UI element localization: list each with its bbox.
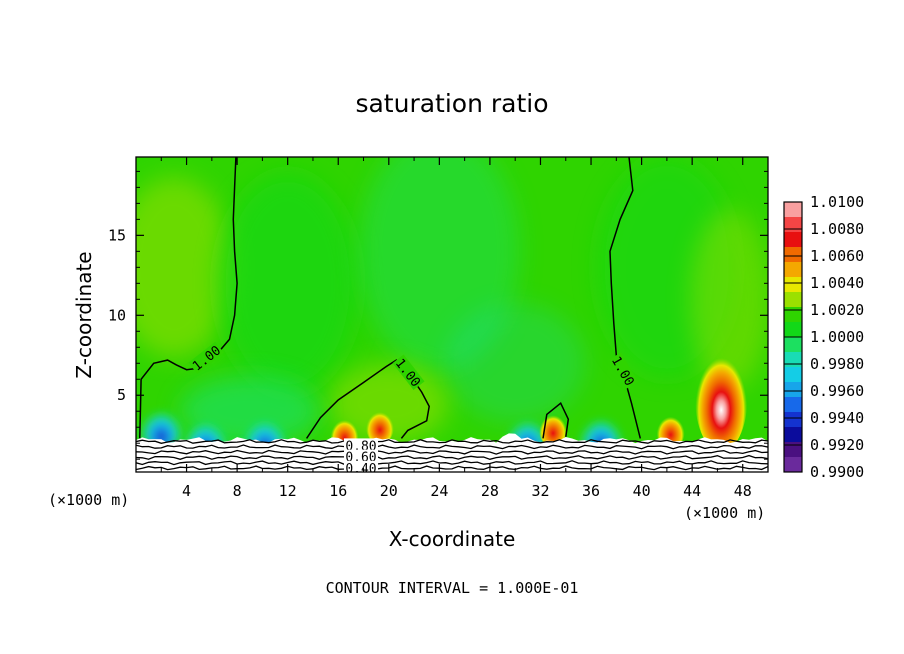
colorbar-swatch [784,232,802,248]
contour-line-100 [542,402,570,439]
colorbar-label: 1.0040 [810,274,864,292]
field-variation [217,173,358,394]
x-tick-label: 16 [329,482,347,500]
x-tick-label: 4 [182,482,191,500]
y-axis-label: Z-coordinate [72,251,96,378]
colorbar-swatch [784,352,802,368]
contour-label: 0.40 [345,462,376,477]
colorbar-label: 1.0020 [810,301,864,319]
colorbar-swatch [784,202,802,218]
contour-label-bg [392,354,425,390]
plot-frame [135,156,769,473]
colorbar-label: 1.0000 [810,328,864,346]
contour-line-low [136,449,768,455]
colorbar-label: 1.0100 [810,193,864,211]
contour-line-low [136,465,768,471]
x-tick-label: 44 [683,482,701,500]
x-tick-label: 48 [734,482,752,500]
colorbar-swatch [784,397,802,413]
colorbar-swatch [784,292,802,308]
field-variation [136,177,234,358]
colorbar-swatch [784,322,802,338]
colorbar-swatch [784,367,802,383]
contour-interval-note: CONTOUR INTERVAL = 1.000E-01 [326,579,579,597]
x-tick-label: 24 [430,482,448,500]
y-tick-label: 10 [108,306,126,324]
contour-label-bg [608,352,639,389]
field-variation [690,209,768,390]
contour-label-bg [343,438,378,453]
colorbar-swatch [784,427,802,443]
x-tick-label: 36 [582,482,600,500]
x-tick-label: 8 [233,482,242,500]
y-tick-label: 15 [108,226,126,244]
colorbar-swatch [784,457,802,473]
colorbar-swatch [784,217,802,233]
contour-line-low [136,460,768,466]
x-tick-label: 20 [380,482,398,500]
colorbar-swatch [784,262,802,278]
x-axis-label: X-coordinate [389,527,516,551]
colorbar-swatch [784,442,802,458]
colorbar-label: 0.9940 [810,409,864,427]
x-unit-right: (×1000 m) [684,504,765,522]
warm-anomaly [695,347,748,452]
colorbar-swatch [784,277,802,293]
plot-area: 1.00 1.00 1.000.800.600.40 [136,157,768,477]
colorbar-label: 0.9960 [810,382,864,400]
colorbar-swatch [784,307,802,323]
x-tick-label: 28 [481,482,499,500]
x-tick-label: 12 [279,482,297,500]
contour-line-low [136,439,768,444]
y-tick-label: 5 [117,386,126,404]
colorbar-label: 0.9920 [810,436,864,454]
x-tick-label: 40 [633,482,651,500]
chart-title: saturation ratio [355,89,548,118]
colorbar-label: 0.9980 [810,355,864,373]
contour-line-low [136,454,768,460]
warm-anomaly [365,408,394,445]
contour-label-bg [188,341,224,374]
colorbar-label: 1.0060 [810,247,864,265]
colorbar-swatch [784,412,802,428]
x-tick-label: 32 [531,482,549,500]
field-variation [445,303,586,424]
contour-label-bg [343,449,378,464]
x-unit-left: (×1000 m) [48,491,129,509]
colorbar: 1.0100 1.0080 1.0060 1.0040 1.0020 1.0000 0.99… [783,193,864,481]
colorbar-swatch [784,247,802,263]
colorbar-label: 1.0080 [810,220,864,238]
colorbar-swatch [784,337,802,353]
colorbar-label: 0.9900 [810,463,864,481]
contour-label-bg [343,460,378,472]
colorbar-swatch [784,382,802,398]
contour-line-low [136,444,768,450]
